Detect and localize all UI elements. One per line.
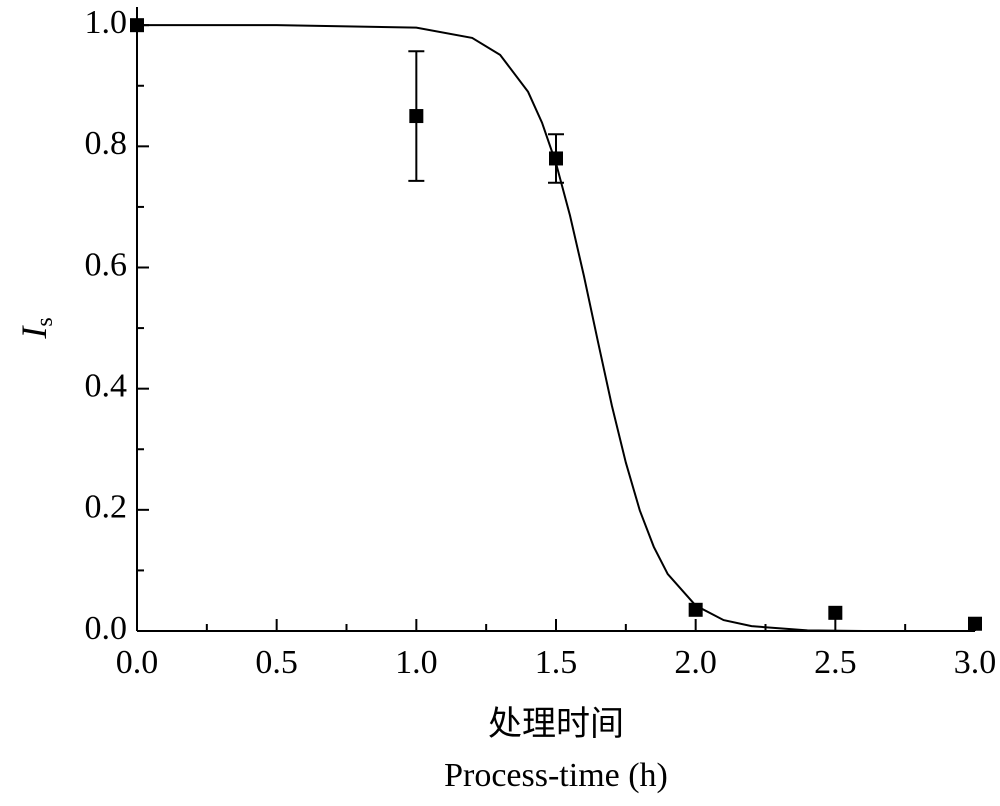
data-point: [549, 151, 563, 166]
y-tick-label: 0.0: [85, 610, 128, 647]
x-axis-label: 处理时间: [488, 706, 624, 743]
y-tick-label: 0.2: [85, 489, 128, 526]
fit-curve: [137, 24, 975, 632]
x-axis-label-en: Process-time (h): [444, 757, 668, 794]
x-tick-label: 1.5: [535, 644, 578, 681]
x-tick-label: 2.5: [814, 644, 857, 681]
x-tick-label: 3.0: [954, 644, 997, 681]
y-tick-label: 1.0: [85, 4, 128, 41]
data-point: [409, 109, 424, 124]
x-tick-label: 1.0: [395, 644, 438, 681]
data-point: [968, 616, 982, 631]
y-tick-label: 0.4: [85, 367, 128, 404]
y-axis-label: Is: [14, 317, 57, 339]
x-tick-label: 0.5: [255, 644, 298, 681]
x-tick-label: 2.0: [674, 644, 717, 681]
data-point: [828, 605, 843, 620]
data-point: [688, 602, 703, 617]
data-point: [130, 18, 144, 33]
y-label-main: I: [14, 325, 54, 340]
y-tick-label: 0.6: [85, 246, 128, 283]
y-tick-label: 0.8: [85, 125, 128, 162]
y-label-sub: s: [32, 317, 58, 326]
x-tick-label: 0.0: [116, 644, 159, 681]
